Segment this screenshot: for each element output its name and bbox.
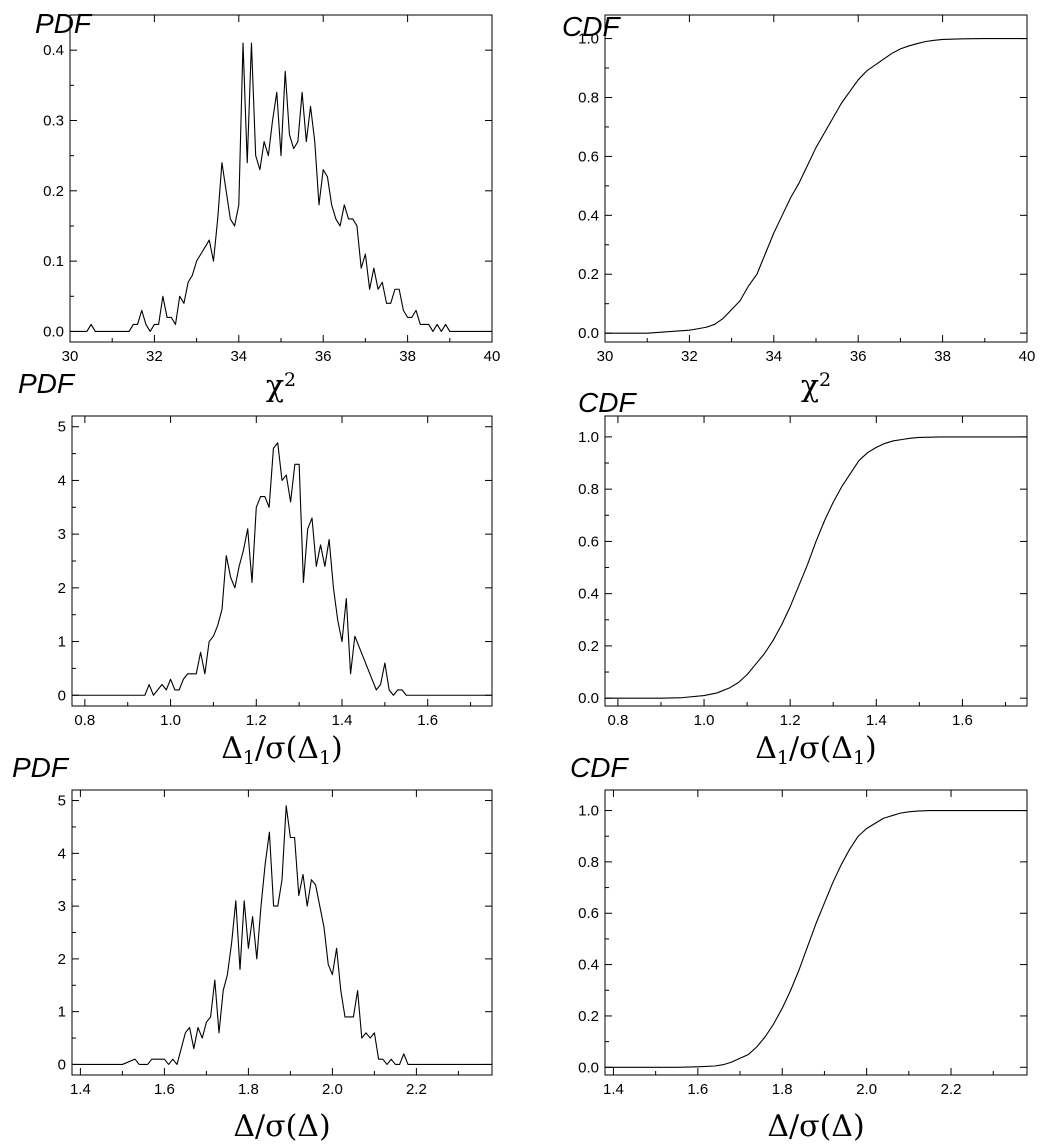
x-tick-label: 1.8 bbox=[238, 1081, 259, 1098]
y-tick-label: 0.8 bbox=[578, 854, 599, 871]
y-tick-label: 0.0 bbox=[578, 325, 599, 342]
series-line bbox=[72, 805, 492, 1065]
y-tick-label: 0.0 bbox=[578, 690, 599, 707]
x-tick-label: 1.4 bbox=[332, 712, 353, 729]
x-tick-label: 0.8 bbox=[74, 712, 95, 729]
y-tick-label: 4 bbox=[58, 845, 66, 862]
x-tick-label: 1.6 bbox=[417, 712, 438, 729]
y-tick-label: 0.2 bbox=[578, 638, 599, 655]
x-axis-label: Δ/σ(Δ) bbox=[767, 1109, 864, 1144]
y-tick-label: 1.0 bbox=[578, 803, 599, 820]
x-tick-label: 2.2 bbox=[941, 1081, 962, 1098]
y-tick-label: 1 bbox=[58, 634, 66, 651]
y-tick-label: 0.4 bbox=[578, 957, 599, 974]
y-tick-label: 0.4 bbox=[578, 207, 599, 224]
y-tick-label: 4 bbox=[58, 472, 66, 489]
series-line bbox=[72, 442, 492, 696]
chart-panel-c3: CDF 1.4 1.6 1.8 2.0 2.2 0.0 0.2 0.4 0.6 0.8 1.0 Δ/σ(… bbox=[570, 752, 1028, 1144]
panel-title: CDF bbox=[562, 11, 621, 42]
chart-panel-c1: CDF 30 32 34 36 38 40 0.0 0.2 0.4 0.6 0.8 1.0 χ2 bbox=[562, 11, 1035, 404]
series-line bbox=[70, 42, 492, 333]
series-line bbox=[605, 809, 1027, 1068]
x-tick-label: 2.0 bbox=[322, 1081, 343, 1098]
x-tick-label: 1.0 bbox=[160, 712, 181, 729]
y-tick-label: 0.8 bbox=[578, 89, 599, 106]
x-tick-label: 1.2 bbox=[780, 712, 801, 729]
plot-frame bbox=[71, 789, 493, 1076]
x-tick-label: 1.6 bbox=[154, 1081, 175, 1098]
y-tick-label: 5 bbox=[58, 793, 66, 810]
x-tick-label: 2.0 bbox=[856, 1081, 877, 1098]
y-tick-label: 3 bbox=[58, 898, 66, 915]
y-tick-label: 1.0 bbox=[578, 31, 599, 48]
x-tick-label: 2.2 bbox=[406, 1081, 427, 1098]
plot-frame bbox=[604, 789, 1028, 1076]
x-tick-label: 38 bbox=[934, 348, 951, 365]
panel-title: PDF bbox=[12, 752, 70, 783]
y-tick-label: 0.6 bbox=[578, 533, 599, 550]
x-tick-label: 1.4 bbox=[866, 712, 887, 729]
y-tick-label: 0.0 bbox=[43, 323, 64, 340]
y-tick-label: 0.2 bbox=[43, 183, 64, 200]
y-tick-label: 0.4 bbox=[43, 42, 64, 59]
x-axis-label: Δ1/σ(Δ1) bbox=[221, 731, 343, 769]
panel-title: CDF bbox=[578, 387, 637, 418]
x-tick-label: 34 bbox=[765, 348, 782, 365]
y-tick-label: 0.3 bbox=[43, 112, 64, 129]
y-tick-label: 0.2 bbox=[578, 266, 599, 283]
x-tick-label: 32 bbox=[146, 348, 163, 365]
y-tick-label: 0.6 bbox=[578, 905, 599, 922]
y-tick-label: 2 bbox=[58, 951, 66, 968]
x-tick-label: 30 bbox=[597, 348, 614, 365]
x-tick-label: 34 bbox=[230, 348, 247, 365]
y-tick-label: 2 bbox=[58, 580, 66, 597]
x-tick-label: 1.0 bbox=[694, 712, 715, 729]
plot-frame bbox=[71, 415, 493, 707]
y-tick-label: 0 bbox=[58, 1056, 66, 1073]
y-tick-label: 0.0 bbox=[578, 1059, 599, 1076]
x-tick-label: 1.6 bbox=[687, 1081, 708, 1098]
x-tick-label: 40 bbox=[484, 348, 501, 365]
x-tick-label: 36 bbox=[850, 348, 867, 365]
x-tick-label: 1.6 bbox=[952, 712, 973, 729]
chart-panel-p1: PDF 30 32 34 36 38 40 0.0 0.1 0.2 0.3 0.4 χ2 bbox=[35, 8, 500, 404]
x-tick-label: 30 bbox=[62, 348, 79, 365]
chart-panel-p2: PDF 0.8 1.0 1.2 1.4 1.6 0 1 2 3 4 5 Δ1/σ(Δ1) bbox=[18, 368, 493, 769]
plot-frame bbox=[604, 14, 1028, 343]
x-tick-label: 36 bbox=[315, 348, 332, 365]
x-axis-label: χ2 bbox=[266, 369, 296, 404]
x-tick-label: 0.8 bbox=[607, 712, 628, 729]
panel-title: CDF bbox=[570, 752, 629, 783]
x-tick-label: 1.8 bbox=[772, 1081, 793, 1098]
series-line bbox=[605, 436, 1027, 699]
y-tick-label: 0.8 bbox=[578, 481, 599, 498]
plot-frame bbox=[69, 14, 493, 343]
chart-panel-p3: PDF 1.4 1.6 1.8 2.0 2.2 0 1 2 3 4 5 Δ/σ(Δ) bbox=[12, 752, 493, 1144]
y-tick-label: 5 bbox=[58, 419, 66, 436]
x-tick-label: 1.2 bbox=[246, 712, 267, 729]
y-tick-label: 1.0 bbox=[578, 429, 599, 446]
y-tick-label: 0.6 bbox=[578, 148, 599, 165]
x-tick-label: 32 bbox=[681, 348, 698, 365]
x-axis-label: χ2 bbox=[801, 369, 831, 404]
panel-title: PDF bbox=[35, 8, 93, 39]
y-tick-label: 0.4 bbox=[578, 586, 599, 603]
y-tick-label: 0.1 bbox=[43, 253, 64, 270]
y-tick-label: 0.2 bbox=[578, 1008, 599, 1025]
x-axis-label: Δ/σ(Δ) bbox=[233, 1109, 330, 1144]
chart-panel-c2: CDF 0.8 1.0 1.2 1.4 1.6 0.0 0.2 0.4 0.6 0.8 1.0 Δ1/σ… bbox=[578, 387, 1028, 769]
y-tick-label: 0 bbox=[58, 687, 66, 704]
y-tick-label: 3 bbox=[58, 526, 66, 543]
x-tick-label: 1.4 bbox=[70, 1081, 91, 1098]
series-line bbox=[605, 38, 1027, 334]
x-tick-label: 1.4 bbox=[603, 1081, 624, 1098]
x-tick-label: 38 bbox=[399, 348, 416, 365]
x-axis-label: Δ1/σ(Δ1) bbox=[755, 731, 877, 769]
panel-title: PDF bbox=[18, 368, 76, 399]
plot-frame bbox=[604, 415, 1028, 707]
y-tick-label: 1 bbox=[58, 1004, 66, 1021]
x-tick-label: 40 bbox=[1019, 348, 1036, 365]
